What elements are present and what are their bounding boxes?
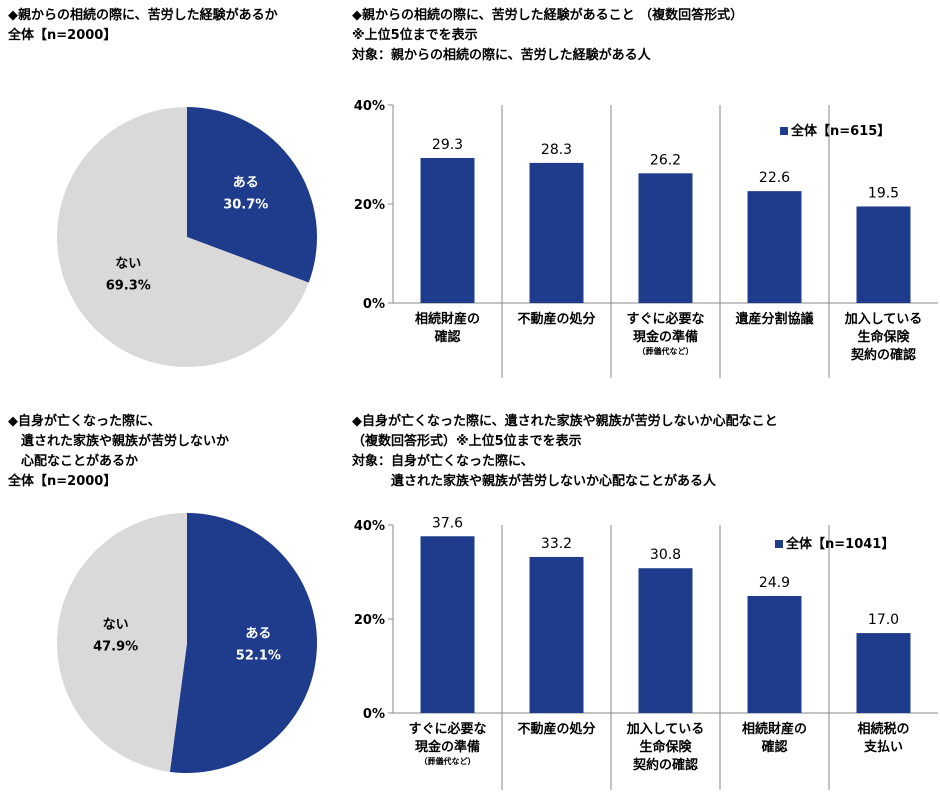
legend-swatch <box>775 540 783 548</box>
chart-title: ◆親からの相続の際に、苦労した経験があること （複数回答形式） ※上位5位までを… <box>352 8 744 63</box>
chart-title: ◆自身が亡くなった際に、遺された家族や親族が苦労しないか心配なこと （複数回答形… <box>352 414 778 489</box>
value-label: 26.2 <box>650 152 681 168</box>
x-tick-label: 加入している 生命保険 契約の確認 <box>626 722 705 773</box>
y-tick-label: 20% <box>354 613 385 628</box>
value-label: 24.9 <box>759 575 790 591</box>
bar <box>529 162 584 303</box>
pie-slice <box>169 513 318 774</box>
y-tick-label: 0% <box>363 297 385 312</box>
value-label: 17.0 <box>868 612 899 628</box>
legend-label: 全体【n=615】 <box>790 123 890 139</box>
slice-value: 52.1% <box>236 649 281 664</box>
slice-value: 30.7% <box>223 197 268 212</box>
slice-label: ある <box>233 175 259 190</box>
bar <box>747 191 802 303</box>
slice-label: ない <box>115 257 141 272</box>
x-tick-label: 遺産分割協議 <box>735 312 814 327</box>
x-tick-label: 不動産の処分 <box>517 312 596 327</box>
value-label: 28.3 <box>541 142 572 158</box>
bar <box>420 157 475 303</box>
bar <box>856 206 911 303</box>
legend-swatch <box>780 127 788 135</box>
y-tick-label: 20% <box>354 198 385 213</box>
x-tick-label: 相続税の 支払い <box>857 722 910 755</box>
bar <box>420 536 475 713</box>
value-label: 29.3 <box>432 137 463 153</box>
x-tick-label: すぐに必要な 現金の準備 <box>626 312 705 345</box>
bar <box>529 556 584 713</box>
y-tick-label: 40% <box>354 99 385 114</box>
x-tick-label: すぐに必要な 現金の準備 <box>408 722 487 755</box>
pie-slice <box>57 513 187 772</box>
bar <box>856 633 911 713</box>
x-tick-label: 不動産の処分 <box>517 722 596 737</box>
category-note: （葬儀代など） <box>637 347 694 356</box>
chart-title: ◆親からの相続の際に、苦労した経験があるか 全体【n=2000】 <box>8 8 278 43</box>
slice-label: ない <box>103 617 129 632</box>
category-note: （葬儀代など） <box>419 757 476 766</box>
value-label: 33.2 <box>541 536 572 552</box>
value-label: 19.5 <box>868 185 899 201</box>
slice-value: 69.3% <box>106 279 151 294</box>
slice-value: 47.9% <box>93 639 138 654</box>
slice-label: ある <box>245 627 271 642</box>
y-tick-label: 0% <box>363 707 385 722</box>
bar <box>638 173 693 303</box>
y-tick-label: 40% <box>354 519 385 534</box>
pie-slice <box>187 107 317 283</box>
x-tick-label: 相続財産の 確認 <box>414 312 480 345</box>
pie-slice <box>57 107 309 367</box>
legend-label: 全体【n=1041】 <box>785 536 894 552</box>
bar <box>638 568 693 713</box>
chart-title: ◆自身が亡くなった際に、 遺された家族や親族が苦労しないか 心配なことがあるか … <box>8 414 230 489</box>
x-tick-label: 相続財産の 確認 <box>741 722 807 755</box>
x-tick-label: 加入している 生命保険 契約の確認 <box>844 312 923 363</box>
value-label: 37.6 <box>432 515 463 531</box>
value-label: 22.6 <box>759 170 790 186</box>
value-label: 30.8 <box>650 547 681 563</box>
bar <box>747 595 802 713</box>
